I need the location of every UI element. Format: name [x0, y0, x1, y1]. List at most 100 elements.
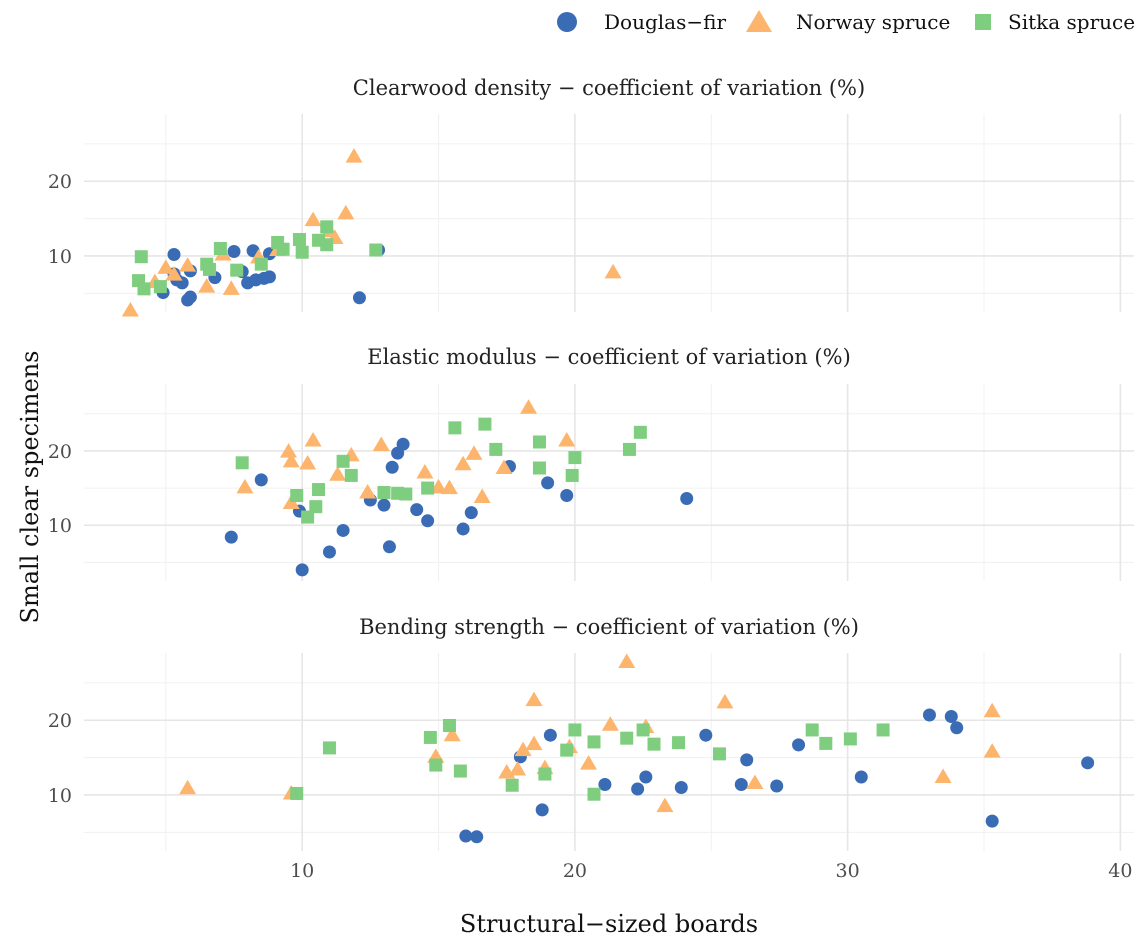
douglas-fir-point	[470, 830, 484, 844]
norway-spruce-point	[473, 488, 491, 503]
y-tick-label: 10	[48, 515, 72, 537]
douglas-fir-point	[227, 244, 241, 258]
douglas-fir-point	[854, 770, 868, 784]
douglas-fir-point	[459, 829, 473, 843]
douglas-fir-point	[410, 503, 424, 517]
sitka-spruce-point	[429, 758, 443, 772]
norway-spruce-point	[525, 735, 543, 751]
norway-spruce-point	[236, 478, 254, 494]
douglas-fir-point	[740, 753, 754, 767]
sitka-spruce-point	[290, 489, 304, 503]
sitka-spruce-point	[309, 500, 323, 514]
norway-spruce-point	[558, 431, 576, 447]
douglas-fir-point	[792, 738, 806, 752]
sitka-spruce-point	[568, 451, 582, 465]
panel-title-elastic-modulus: Elastic modulus − coefficient of variati…	[367, 345, 851, 369]
norway-spruce-point	[604, 263, 622, 279]
norway-spruce-point	[465, 445, 483, 460]
norway-spruce-point	[280, 443, 298, 458]
douglas-fir-point	[639, 770, 653, 784]
legend-label-norway-spruce: Norway spruce	[796, 10, 950, 34]
sitka-spruce-point	[423, 730, 437, 744]
sitka-spruce-point	[805, 723, 819, 737]
douglas-fir-point	[699, 728, 713, 742]
sitka-spruce-point	[489, 442, 503, 456]
sitka-spruce-point	[843, 732, 857, 746]
norway-spruce-point	[495, 459, 513, 475]
douglas-fir-point	[456, 522, 470, 536]
sitka-spruce-point	[399, 487, 413, 501]
sitka-spruce-point	[369, 243, 383, 257]
panel-title-bending-strength: Bending strength − coefficient of variat…	[359, 615, 859, 639]
douglas-fir-point	[336, 523, 350, 537]
douglas-fir-point	[262, 270, 276, 284]
sitka-spruce-point	[292, 233, 306, 247]
norway-spruce-point	[983, 702, 1001, 718]
norway-spruce-point	[580, 755, 598, 770]
x-tick-label: 40	[1108, 860, 1132, 882]
sitka-spruce-point	[235, 456, 249, 470]
sitka-spruce-point	[276, 242, 290, 256]
sitka-spruce-point	[213, 241, 227, 255]
panel-elastic-modulus-coefficient-of-variation: 10 20	[48, 384, 1134, 581]
douglas-fir-point	[224, 530, 238, 544]
sitka-spruce-point	[532, 461, 546, 475]
douglas-fir-point	[950, 721, 964, 735]
douglas-fir-point	[464, 506, 478, 520]
sitka-spruce-point	[322, 741, 336, 755]
douglas-fir-point	[254, 473, 268, 487]
sitka-spruce-point	[505, 778, 519, 792]
panel-clearwood-density-coefficient-of-variation: 10 20	[48, 114, 1134, 317]
sitka-spruce-point	[568, 723, 582, 737]
norway-spruce-point	[520, 399, 538, 414]
sitka-spruce-point	[647, 737, 661, 751]
douglas-fir-point	[1081, 756, 1095, 770]
norway-spruce-point	[514, 741, 532, 757]
sitka-spruce-point	[336, 454, 350, 468]
douglas-fir-point	[167, 247, 181, 261]
norway-spruce-point	[282, 452, 300, 468]
x-axis-title: Structural−sized boards	[460, 910, 758, 938]
norway-spruce-point	[345, 148, 363, 163]
sitka-spruce-point	[442, 718, 456, 732]
douglas-fir-point	[734, 778, 748, 792]
norway-spruce-point	[430, 478, 448, 494]
sitka-spruce-point	[320, 220, 334, 234]
sitka-spruce-point	[587, 735, 601, 749]
douglas-fir-point	[944, 710, 958, 724]
norway-spruce-point	[179, 257, 197, 272]
norway-spruce-point	[525, 691, 543, 707]
sitka-spruce-point	[636, 723, 650, 737]
sitka-spruce-point	[377, 486, 391, 500]
sitka-spruce-point	[712, 747, 726, 761]
legend: Douglas−fir Norway spruce Sitka spruce	[557, 10, 1135, 34]
norway-spruce-point	[304, 431, 322, 447]
panel-title-clearwood-density: Clearwood density − coefficient of varia…	[353, 76, 865, 100]
norway-spruce-point	[443, 726, 461, 742]
douglas-fir-point	[543, 728, 557, 742]
sitka-spruce-point	[344, 468, 358, 482]
sitka-spruce-point	[876, 723, 890, 737]
norway-spruce-point	[416, 463, 434, 479]
y-tick-label: 10	[48, 246, 72, 268]
sitka-spruce-point	[819, 736, 833, 750]
norway-spruce-point	[179, 779, 197, 795]
douglas-fir-point	[770, 779, 784, 793]
sitka-spruce-point	[538, 767, 552, 781]
sitka-spruce-point	[290, 786, 304, 800]
sitka-spruce-point	[620, 731, 634, 745]
sitka-spruce-point	[565, 468, 579, 482]
x-tick-label: 20	[563, 860, 587, 882]
norway-spruce-point	[934, 768, 952, 784]
douglas-fir-point	[560, 489, 574, 503]
douglas-fir-point	[421, 514, 435, 528]
norway-spruce-point	[337, 204, 355, 220]
sitka-spruce-point	[295, 245, 309, 259]
douglas-fir-point	[396, 437, 410, 451]
norway-spruce-point	[222, 280, 240, 295]
norway-spruce-point	[299, 455, 317, 470]
douglas-fir-point	[322, 545, 336, 559]
sitka-spruce-point	[421, 481, 435, 495]
norway-spruce-point	[372, 436, 390, 451]
